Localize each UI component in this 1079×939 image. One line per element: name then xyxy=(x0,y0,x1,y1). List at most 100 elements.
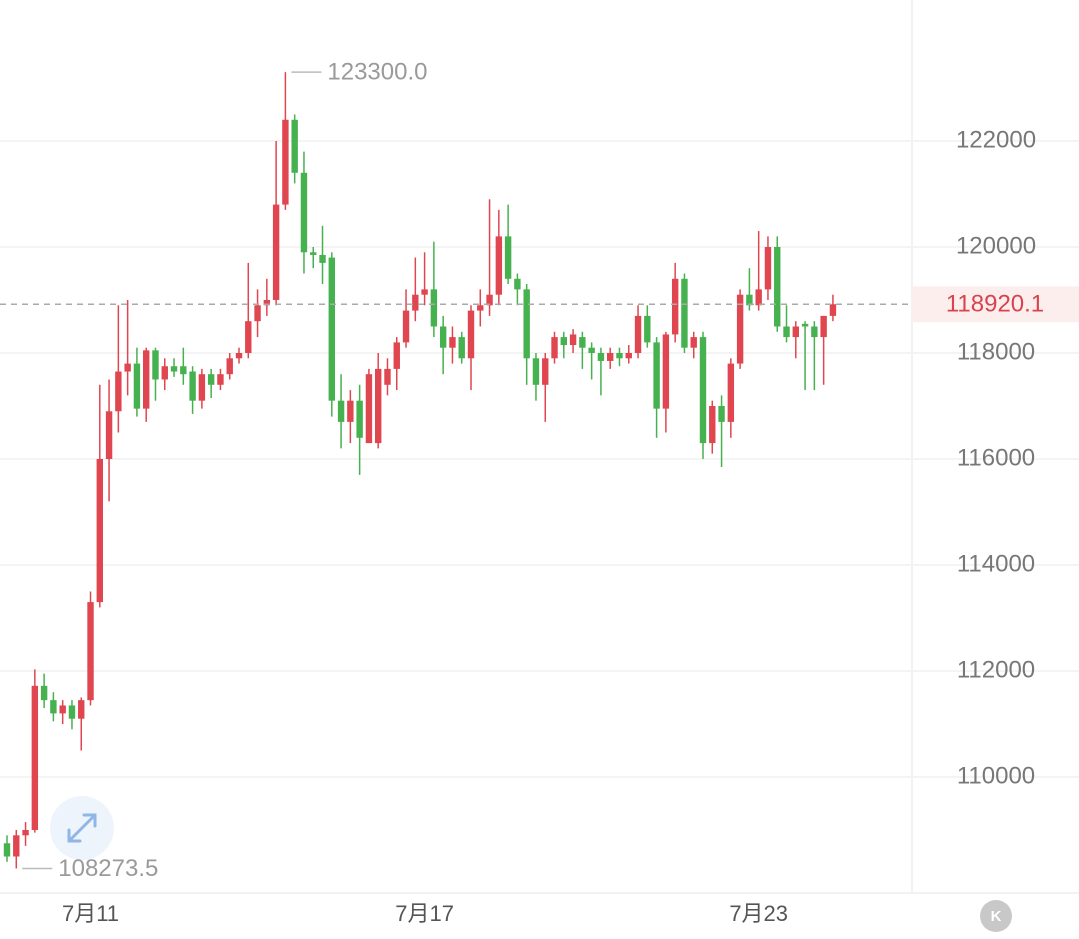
x-tick-label: 7月23 xyxy=(729,901,788,926)
candle-body xyxy=(467,310,475,359)
candle-body xyxy=(263,299,271,306)
y-tick-label: 114000 xyxy=(957,550,1035,577)
candle-body xyxy=(477,305,484,311)
candle-body xyxy=(495,236,503,295)
candle-body xyxy=(504,236,512,279)
high-annotation-label: 123300.0 xyxy=(327,58,427,85)
k-button[interactable] xyxy=(980,900,1012,932)
candle-body xyxy=(764,246,772,290)
candle-body xyxy=(22,830,29,836)
candle-body xyxy=(328,257,335,401)
candle-body xyxy=(198,374,206,401)
candle-body xyxy=(421,289,428,295)
candle-body xyxy=(40,685,48,701)
candle-body xyxy=(439,326,447,348)
candle-body xyxy=(551,337,558,359)
candle-body xyxy=(272,204,280,300)
low-annotation-label: 108273.5 xyxy=(58,855,158,882)
candle-body xyxy=(143,350,150,409)
candle-body xyxy=(430,289,438,327)
candle-body xyxy=(3,843,11,857)
candle-body xyxy=(161,366,168,380)
candle-body xyxy=(514,278,521,290)
last-price-box xyxy=(912,286,1079,323)
candle-body xyxy=(245,321,252,353)
candle-body xyxy=(282,119,289,205)
candle-body xyxy=(653,342,660,409)
candle-body xyxy=(133,363,141,409)
candle-body xyxy=(801,323,809,327)
candle-body xyxy=(412,294,419,311)
x-tick-label: 7月11 xyxy=(62,901,119,926)
candle-body xyxy=(170,366,178,372)
candle-body xyxy=(560,337,567,346)
candle-body xyxy=(755,289,762,306)
candle-body xyxy=(616,352,623,359)
expand-icon xyxy=(67,813,97,843)
candle-body xyxy=(597,352,605,361)
candle-body xyxy=(736,294,744,364)
candle-body xyxy=(690,337,697,348)
candle-body xyxy=(681,278,688,348)
candle-body xyxy=(207,374,215,385)
candle-body xyxy=(365,374,373,444)
candle-body xyxy=(829,304,837,316)
y-tick-label: 110000 xyxy=(957,762,1035,789)
candle-body xyxy=(523,289,530,359)
candle-body xyxy=(217,374,224,385)
candle-body xyxy=(59,705,66,714)
candle-body xyxy=(644,315,651,343)
candle-body xyxy=(783,326,790,338)
candle-body xyxy=(115,371,122,412)
candle-body xyxy=(96,458,103,603)
candle-body xyxy=(542,358,549,385)
x-tick-label: 7月17 xyxy=(395,901,454,926)
candle-body xyxy=(709,405,716,444)
candle-body xyxy=(811,326,818,338)
candle-body xyxy=(634,315,642,353)
candle-body xyxy=(13,835,20,857)
candle-body xyxy=(310,252,317,255)
candle-body xyxy=(31,685,39,831)
candle-body xyxy=(189,371,196,401)
candle-body xyxy=(774,246,781,327)
candle-body xyxy=(78,700,85,719)
candle-body xyxy=(300,172,308,253)
candle-body xyxy=(820,315,827,338)
candle-body xyxy=(393,342,400,369)
candle-body xyxy=(50,700,57,714)
k-icon: K xyxy=(991,908,1002,925)
candle-body xyxy=(699,337,707,444)
candle-body xyxy=(532,358,540,385)
candle-body xyxy=(124,363,131,372)
y-tick-label: 112000 xyxy=(957,656,1035,683)
candle-body xyxy=(718,405,725,422)
candle-body xyxy=(486,294,493,306)
candle-body xyxy=(152,350,159,380)
candle-body xyxy=(625,352,632,359)
candle-body xyxy=(384,368,391,385)
candle-body xyxy=(337,400,345,422)
candle-body xyxy=(746,294,753,306)
candle-body xyxy=(671,278,679,335)
candle-body xyxy=(87,602,94,701)
candle-body xyxy=(402,310,410,343)
candle-body xyxy=(458,337,465,359)
candle-body xyxy=(569,334,577,346)
candle-body xyxy=(792,326,799,338)
candle-body xyxy=(235,352,243,359)
candle-body xyxy=(727,363,735,422)
candle-body xyxy=(662,334,670,409)
y-tick-label: 120000 xyxy=(956,232,1036,259)
candle-body xyxy=(105,411,113,459)
candle-body xyxy=(291,119,298,173)
y-tick-label: 116000 xyxy=(957,444,1035,471)
candle-body xyxy=(356,400,363,438)
candle-body xyxy=(579,337,586,348)
y-tick-label: 118000 xyxy=(957,338,1035,365)
candle-body xyxy=(607,352,614,361)
candle-body xyxy=(375,368,382,444)
y-tick-label: 122000 xyxy=(956,126,1036,153)
candle-body xyxy=(449,337,456,348)
